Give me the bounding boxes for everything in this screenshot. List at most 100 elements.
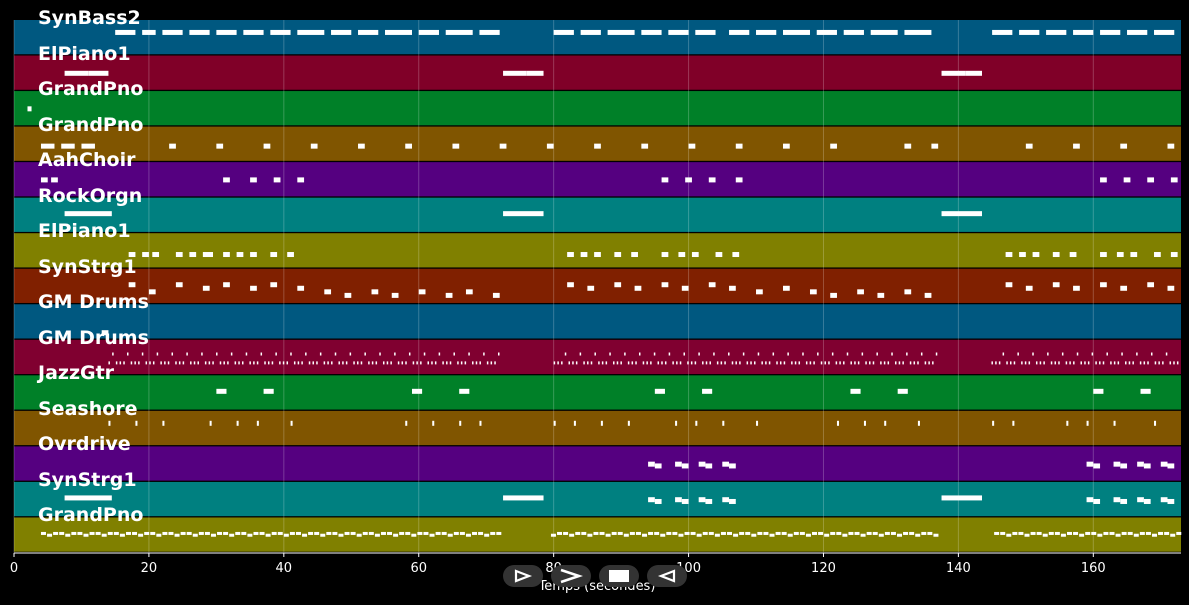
note-3-17 (830, 143, 837, 149)
note-6-17 (678, 252, 686, 258)
note-7-35 (1073, 285, 1080, 291)
note-10-9 (1140, 388, 1151, 394)
note-9-d136 (664, 361, 667, 365)
note-14-d124 (842, 533, 848, 537)
note-9-d10 (145, 361, 148, 365)
note-7-17 (587, 285, 595, 291)
note-14-d93 (654, 531, 660, 535)
note-14-d139 (933, 533, 939, 537)
note-3-3 (169, 143, 176, 149)
note-9-d84 (420, 361, 422, 365)
note-6-19 (715, 252, 723, 258)
note-9-d89 (438, 352, 441, 356)
back-button[interactable] (647, 565, 687, 587)
note-9-d160 (753, 361, 756, 365)
note-9-d154 (731, 361, 734, 365)
note-9-d123 (616, 361, 619, 365)
note-14-d49 (338, 533, 344, 537)
note-7-20 (661, 282, 669, 288)
note-6-2 (152, 252, 160, 258)
note-14-d48 (332, 531, 338, 535)
note-0-31 (1100, 29, 1121, 35)
note-9-d94 (457, 361, 459, 365)
note-6-7 (236, 252, 244, 258)
note-6-6 (223, 252, 230, 258)
note-9-d173 (802, 352, 804, 356)
note-14-d60 (405, 531, 411, 535)
note-9-d157 (742, 352, 745, 356)
note-2-0 (27, 106, 32, 112)
note-14-d147 (1036, 531, 1042, 535)
note-9-d245 (1121, 352, 1123, 356)
note-11-16 (695, 420, 698, 426)
play-button[interactable] (551, 565, 591, 587)
note-14-d19 (156, 533, 162, 537)
note-14-d35 (253, 531, 259, 535)
note-14-d106 (733, 533, 739, 537)
note-14-d163 (1133, 533, 1139, 537)
note-9-d232 (1073, 361, 1075, 365)
note-11-18 (756, 420, 759, 426)
note-9-d259 (1173, 361, 1175, 365)
note-9-d113 (579, 352, 582, 356)
note-14-d112 (769, 533, 775, 537)
note-0-1 (142, 29, 156, 35)
note-14-d5 (71, 531, 77, 535)
note-13-3 (648, 497, 655, 503)
note-9-d119 (601, 361, 604, 365)
note-14-d157 (1097, 533, 1103, 537)
note-9-d178 (820, 361, 823, 365)
stop-button[interactable] (599, 565, 639, 587)
note-4-0 (40, 177, 48, 183)
note-9-d246 (1125, 361, 1127, 365)
note-14-d156 (1091, 531, 1097, 535)
note-7-2 (175, 282, 183, 288)
note-9-d159 (750, 361, 752, 365)
note-14-d166 (1151, 533, 1157, 537)
note-7-11 (391, 292, 399, 298)
note-6-3 (175, 252, 183, 258)
note-9-d224 (1043, 361, 1045, 365)
rewind-button[interactable] (503, 565, 543, 587)
note-9-d25 (201, 352, 203, 356)
note-9-d90 (442, 361, 444, 365)
note-9-d171 (794, 361, 797, 365)
note-9-d28 (212, 361, 214, 365)
note-9-d177 (817, 352, 819, 356)
note-9-d82 (412, 361, 415, 365)
note-3-19 (931, 143, 939, 149)
note-9-d53 (305, 352, 307, 356)
note-0-22 (783, 29, 810, 35)
note-14-d58 (393, 533, 399, 537)
note-9-d33 (230, 352, 233, 356)
note-9-d228 (1058, 361, 1060, 365)
note-12-2 (675, 461, 682, 467)
note-7-24 (756, 289, 763, 295)
note-6-26 (1100, 252, 1107, 258)
track-row-8 (14, 304, 1181, 339)
note-14-d170 (1176, 531, 1182, 535)
note-0-19 (695, 29, 716, 35)
note-14-d120 (818, 531, 824, 535)
note-1-0 (64, 70, 89, 76)
note-9-d223 (1039, 361, 1042, 365)
note-0-18 (668, 29, 689, 35)
note-9-d233 (1076, 352, 1079, 356)
note-14-d136 (915, 533, 921, 537)
note-9-d118 (598, 361, 600, 365)
note-7-31 (924, 292, 932, 298)
track-row-12 (14, 446, 1181, 481)
track-label-10: JazzGtr (38, 362, 115, 385)
note-11-7 (405, 420, 408, 426)
note-9-d214 (1006, 361, 1008, 365)
note-9-d71 (371, 361, 374, 365)
note-14-d75 (496, 531, 502, 535)
note-14-d121 (824, 533, 830, 537)
note-7-19 (634, 285, 642, 291)
note-14-d12 (113, 531, 119, 535)
note-13-0 (64, 495, 112, 501)
note-0-6 (270, 29, 291, 35)
note-9-d152 (724, 361, 726, 365)
note-9-d227 (1054, 361, 1057, 365)
note-13-17 (1160, 497, 1168, 503)
